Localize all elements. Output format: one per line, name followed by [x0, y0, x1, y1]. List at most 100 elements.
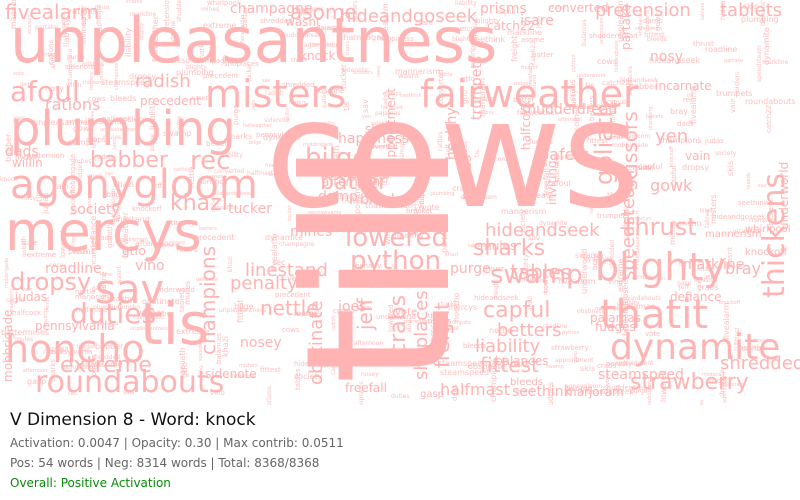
- cloud-word: vain: [685, 149, 711, 163]
- cloud-word-small: mercys: [492, 156, 514, 163]
- cloud-word-small: underworld: [577, 73, 606, 79]
- cloud-word: afoul: [10, 75, 80, 108]
- cloud-word-small: khazi: [221, 335, 230, 357]
- cloud-word: misters: [205, 72, 347, 116]
- cloud-word-small: gowk: [73, 124, 95, 133]
- cloud-word-small: unpleasantness: [33, 118, 96, 127]
- cloud-word-small: prisms: [428, 317, 452, 325]
- cloud-word-small: khazi: [445, 252, 459, 258]
- cloud-word-small: knock: [0, 176, 18, 183]
- cloud-word-small: extreme: [176, 327, 210, 336]
- cloud-word-small: swamp: [546, 364, 564, 370]
- cloud-word-small: shudderdread: [589, 32, 638, 40]
- cloud-word-small: duties: [73, 158, 92, 165]
- cloud-word-small: swamp: [209, 174, 227, 180]
- cloud-word-small: nettle: [75, 288, 96, 296]
- cloud-word-small: vote: [422, 203, 440, 212]
- cloud-word-small: plumbing: [93, 304, 122, 311]
- cloud-word: bleeds: [510, 377, 543, 388]
- cloud-word: isare: [520, 13, 554, 29]
- cloud-word-small: rec: [273, 258, 286, 267]
- cloud-word: wasnt: [285, 15, 321, 29]
- cloud-word-small: mules: [103, 134, 122, 141]
- cloud-word: bracket: [360, 192, 413, 208]
- cloud-word: mobbrigade: [1, 309, 15, 382]
- cloud-word-small: precedent: [275, 291, 311, 299]
- cloud-word: vino: [135, 258, 165, 274]
- cloud-word-small: liability: [221, 152, 243, 159]
- cloud-word-small: markline: [507, 28, 543, 37]
- cloud-word: roundabouts: [35, 365, 225, 400]
- cloud-word: rec: [190, 146, 231, 176]
- cloud-word-small: linestand: [310, 42, 333, 48]
- cloud-word: extreme: [60, 353, 152, 378]
- cloud-word: converted: [548, 1, 609, 15]
- cloud-word-small: rations: [177, 247, 198, 254]
- cloud-word-small: betters: [199, 226, 217, 232]
- cloud-word-small: bleeds: [110, 94, 137, 103]
- cloud-word: judas: [15, 290, 48, 304]
- cloud-word-small: unpleasantness: [100, 127, 140, 133]
- cloud-word-small: mercys: [448, 303, 478, 312]
- cloud-word-small: pennsylvania: [308, 210, 342, 216]
- cloud-word-small: underworld: [376, 313, 416, 321]
- activation-status: Overall: Positive Activation: [10, 476, 171, 490]
- cloud-word-small: seethink: [400, 93, 422, 99]
- cloud-word-small: nettle: [489, 326, 513, 335]
- cloud-word-small: fairweather: [517, 109, 558, 117]
- cloud-word-small: scissors: [415, 356, 439, 363]
- activation-metrics: Activation: 0.0047 | Opacity: 0.30 | Max…: [10, 436, 344, 450]
- cloud-word-small: agonygloom: [304, 42, 342, 49]
- cloud-word-small: jeff: [704, 273, 716, 281]
- cloud-word-small: halfmast: [76, 306, 107, 314]
- cloud-word: fittest: [480, 353, 539, 377]
- cloud-word-small: thickens: [83, 80, 104, 86]
- cloud-word-small: afternoon: [23, 368, 48, 374]
- cloud-word-small: yen: [656, 276, 666, 282]
- cloud-word-small: penalty: [606, 360, 633, 368]
- cloud-word: swamp: [490, 260, 583, 290]
- cloud-word-small: trumpets: [597, 212, 630, 220]
- cloud-word-small: champions: [658, 136, 702, 145]
- cloud-word-small: dropsy: [171, 219, 195, 227]
- cloud-word-small: cows: [88, 95, 106, 103]
- cloud-word: partake: [619, 4, 633, 50]
- cloud-word: capful: [483, 298, 551, 323]
- cloud-word-small: yen: [300, 11, 310, 17]
- cloud-word-small: healthy: [739, 344, 766, 352]
- cloud-word-small: bilge: [106, 190, 126, 199]
- cloud-word: python: [350, 246, 441, 276]
- cloud-word-small: thrust: [483, 265, 504, 273]
- cloud-word-small: honcho: [198, 178, 224, 186]
- cloud-word-small: inviting: [594, 195, 621, 203]
- cloud-word-small: fittest: [260, 366, 281, 374]
- cloud-word-small: pajamas: [316, 24, 346, 32]
- cloud-word-small: agonygloom: [613, 133, 651, 140]
- cloud-word-small: thatit: [291, 57, 308, 64]
- cloud-word-small: babber: [95, 342, 124, 351]
- cloud-word-small: scissors: [353, 70, 373, 76]
- cloud-word-small: lowered: [369, 144, 389, 150]
- cloud-word-small: bracket: [269, 172, 288, 178]
- cloud-word-small: nosey: [49, 262, 67, 269]
- cloud-word-small: damp: [643, 17, 663, 25]
- cloud-word-small: healthy: [394, 231, 425, 240]
- cloud-word: gasp: [420, 389, 445, 400]
- info-panel: V Dimension 8 - Word: knock Activation: …: [10, 410, 790, 490]
- cloud-word-small: catch22: [371, 121, 392, 127]
- cloud-word-small: cows: [597, 57, 618, 66]
- cloud-word-small: freight: [510, 35, 519, 62]
- cloud-word: strawberry: [630, 370, 749, 395]
- cloud-word: thatit: [600, 292, 709, 338]
- cloud-word-small: dads: [20, 82, 33, 88]
- dimension-title: V Dimension 8 - Word: knock: [10, 410, 256, 430]
- cloud-word-small: capful: [638, 162, 663, 171]
- cloud-word-small: purge: [67, 54, 85, 61]
- cloud-word-small: knock: [624, 210, 639, 216]
- cloud-word-small: shredded: [635, 26, 659, 32]
- cloud-word: speedsteam: [618, 169, 639, 280]
- cloud-word-small: gtfo: [461, 75, 475, 83]
- cloud-word-small: unpleasantness: [130, 326, 170, 332]
- cloud-word-small: misters: [702, 372, 721, 378]
- cloud-word-small: champagne: [339, 33, 387, 42]
